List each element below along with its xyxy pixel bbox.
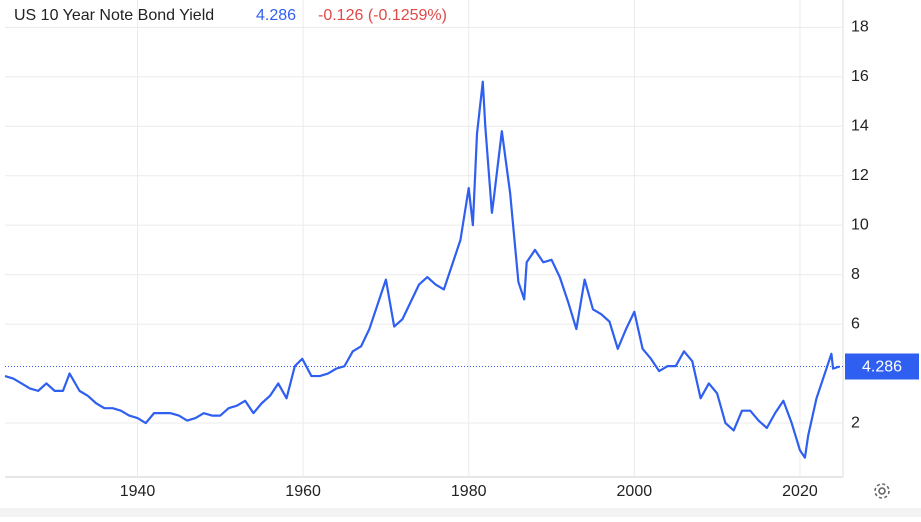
last-value-badge — [845, 353, 919, 380]
y-tick-label: 14 — [851, 117, 869, 134]
x-tick-label: 1960 — [285, 483, 321, 500]
price: 4.286 — [256, 7, 296, 24]
last-value-label: 4.286 — [862, 359, 902, 376]
x-tick-label: 2020 — [782, 483, 818, 500]
y-tick-label: 6 — [851, 315, 860, 332]
y-tick-label: 12 — [851, 167, 869, 184]
y-tick-label: 18 — [851, 19, 869, 36]
x-tick-label: 2000 — [617, 483, 653, 500]
x-tick-label: 1940 — [120, 483, 156, 500]
x-tick-label: 1980 — [451, 483, 487, 500]
y-tick-label: 8 — [851, 266, 860, 283]
y-tick-label: 2 — [851, 414, 860, 431]
chart-title: US 10 Year Note Bond Yield — [14, 7, 214, 24]
y-tick-label: 10 — [851, 216, 869, 233]
y-tick-label: 16 — [851, 68, 869, 85]
settings-icon[interactable] — [874, 483, 890, 499]
series-line — [4, 80, 841, 459]
price-change: -0.126 (-0.1259%) — [318, 7, 447, 24]
footer-bar — [0, 508, 921, 517]
